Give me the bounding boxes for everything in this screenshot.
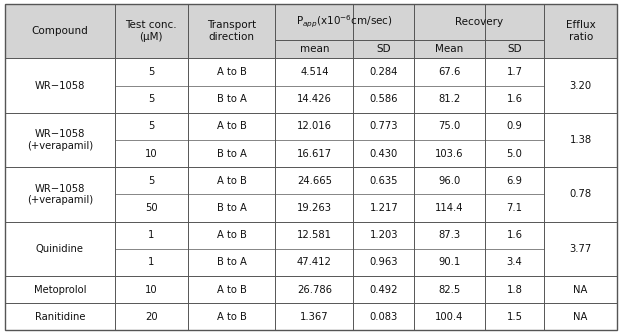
Text: 114.4: 114.4 xyxy=(435,203,464,213)
Text: 1.7: 1.7 xyxy=(506,67,522,77)
Text: WR−1058
(+verapamil): WR−1058 (+verapamil) xyxy=(27,129,93,151)
Text: 1.38: 1.38 xyxy=(570,135,592,145)
Text: A to B: A to B xyxy=(216,67,246,77)
Text: 7.1: 7.1 xyxy=(506,203,522,213)
Text: Ranitidine: Ranitidine xyxy=(35,312,85,322)
Text: 1.6: 1.6 xyxy=(506,230,522,240)
Text: 0.635: 0.635 xyxy=(369,176,398,186)
Text: 0.9: 0.9 xyxy=(506,121,522,132)
Text: 1.8: 1.8 xyxy=(506,284,522,295)
Text: 20: 20 xyxy=(145,312,157,322)
Text: 0.430: 0.430 xyxy=(369,149,398,159)
Text: A to B: A to B xyxy=(216,176,246,186)
Text: 16.617: 16.617 xyxy=(297,149,332,159)
Text: 0.284: 0.284 xyxy=(369,67,398,77)
Text: 0.586: 0.586 xyxy=(369,94,398,104)
Text: 12.581: 12.581 xyxy=(297,230,332,240)
Text: Compound: Compound xyxy=(32,26,88,36)
Text: SD: SD xyxy=(376,44,391,54)
Text: NA: NA xyxy=(573,312,588,322)
Text: Transport
direction: Transport direction xyxy=(207,20,256,42)
Text: 4.514: 4.514 xyxy=(300,67,328,77)
Text: 0.492: 0.492 xyxy=(369,284,398,295)
Text: B to A: B to A xyxy=(216,257,246,267)
Text: A to B: A to B xyxy=(216,312,246,322)
Text: 100.4: 100.4 xyxy=(435,312,464,322)
Text: WR−1058: WR−1058 xyxy=(35,81,85,91)
Text: 67.6: 67.6 xyxy=(439,67,461,77)
Text: SD: SD xyxy=(507,44,522,54)
Text: 1: 1 xyxy=(148,257,154,267)
Text: 0.083: 0.083 xyxy=(369,312,398,322)
Text: NA: NA xyxy=(573,284,588,295)
Text: WR−1058
(+verapamil): WR−1058 (+verapamil) xyxy=(27,183,93,205)
Text: 12.016: 12.016 xyxy=(297,121,332,132)
Text: 81.2: 81.2 xyxy=(439,94,461,104)
Text: Test conc.
(μM): Test conc. (μM) xyxy=(126,20,177,42)
Text: 5.0: 5.0 xyxy=(506,149,522,159)
Text: Efflux
ratio: Efflux ratio xyxy=(566,20,595,42)
Text: 1.217: 1.217 xyxy=(369,203,398,213)
Text: 1.367: 1.367 xyxy=(300,312,328,322)
Bar xyxy=(5,4,617,58)
Text: 24.665: 24.665 xyxy=(297,176,332,186)
Text: 3.4: 3.4 xyxy=(507,257,522,267)
Text: 19.263: 19.263 xyxy=(297,203,332,213)
Text: 26.786: 26.786 xyxy=(297,284,332,295)
Text: 5: 5 xyxy=(148,121,154,132)
Text: 0.773: 0.773 xyxy=(369,121,398,132)
Text: 0.78: 0.78 xyxy=(570,189,592,199)
Text: 1.5: 1.5 xyxy=(506,312,522,322)
Text: 0.963: 0.963 xyxy=(369,257,398,267)
Text: B to A: B to A xyxy=(216,94,246,104)
Text: 1.6: 1.6 xyxy=(506,94,522,104)
Text: Quinidine: Quinidine xyxy=(36,244,84,254)
Text: P$_{app}$(x10$^{-6}$cm/sec): P$_{app}$(x10$^{-6}$cm/sec) xyxy=(297,14,393,30)
Text: B to A: B to A xyxy=(216,149,246,159)
Text: mean: mean xyxy=(300,44,329,54)
Bar xyxy=(5,58,617,330)
Text: 14.426: 14.426 xyxy=(297,94,332,104)
Text: 90.1: 90.1 xyxy=(439,257,461,267)
Text: Recovery: Recovery xyxy=(455,17,503,27)
Text: A to B: A to B xyxy=(216,121,246,132)
Text: 6.9: 6.9 xyxy=(506,176,522,186)
Text: 10: 10 xyxy=(145,149,157,159)
Text: 87.3: 87.3 xyxy=(439,230,460,240)
Text: 82.5: 82.5 xyxy=(439,284,461,295)
Text: 96.0: 96.0 xyxy=(439,176,461,186)
Text: 47.412: 47.412 xyxy=(297,257,332,267)
Text: 1.203: 1.203 xyxy=(369,230,398,240)
Text: 1: 1 xyxy=(148,230,154,240)
Text: 50: 50 xyxy=(145,203,157,213)
Text: Mean: Mean xyxy=(435,44,463,54)
Text: 3.20: 3.20 xyxy=(570,81,592,91)
Text: B to A: B to A xyxy=(216,203,246,213)
Text: A to B: A to B xyxy=(216,284,246,295)
Text: A to B: A to B xyxy=(216,230,246,240)
Text: 5: 5 xyxy=(148,176,154,186)
Text: Metoprolol: Metoprolol xyxy=(34,284,86,295)
Text: 5: 5 xyxy=(148,67,154,77)
Text: 10: 10 xyxy=(145,284,157,295)
Text: 103.6: 103.6 xyxy=(435,149,464,159)
Text: 75.0: 75.0 xyxy=(439,121,461,132)
Text: 3.77: 3.77 xyxy=(570,244,592,254)
Text: 5: 5 xyxy=(148,94,154,104)
